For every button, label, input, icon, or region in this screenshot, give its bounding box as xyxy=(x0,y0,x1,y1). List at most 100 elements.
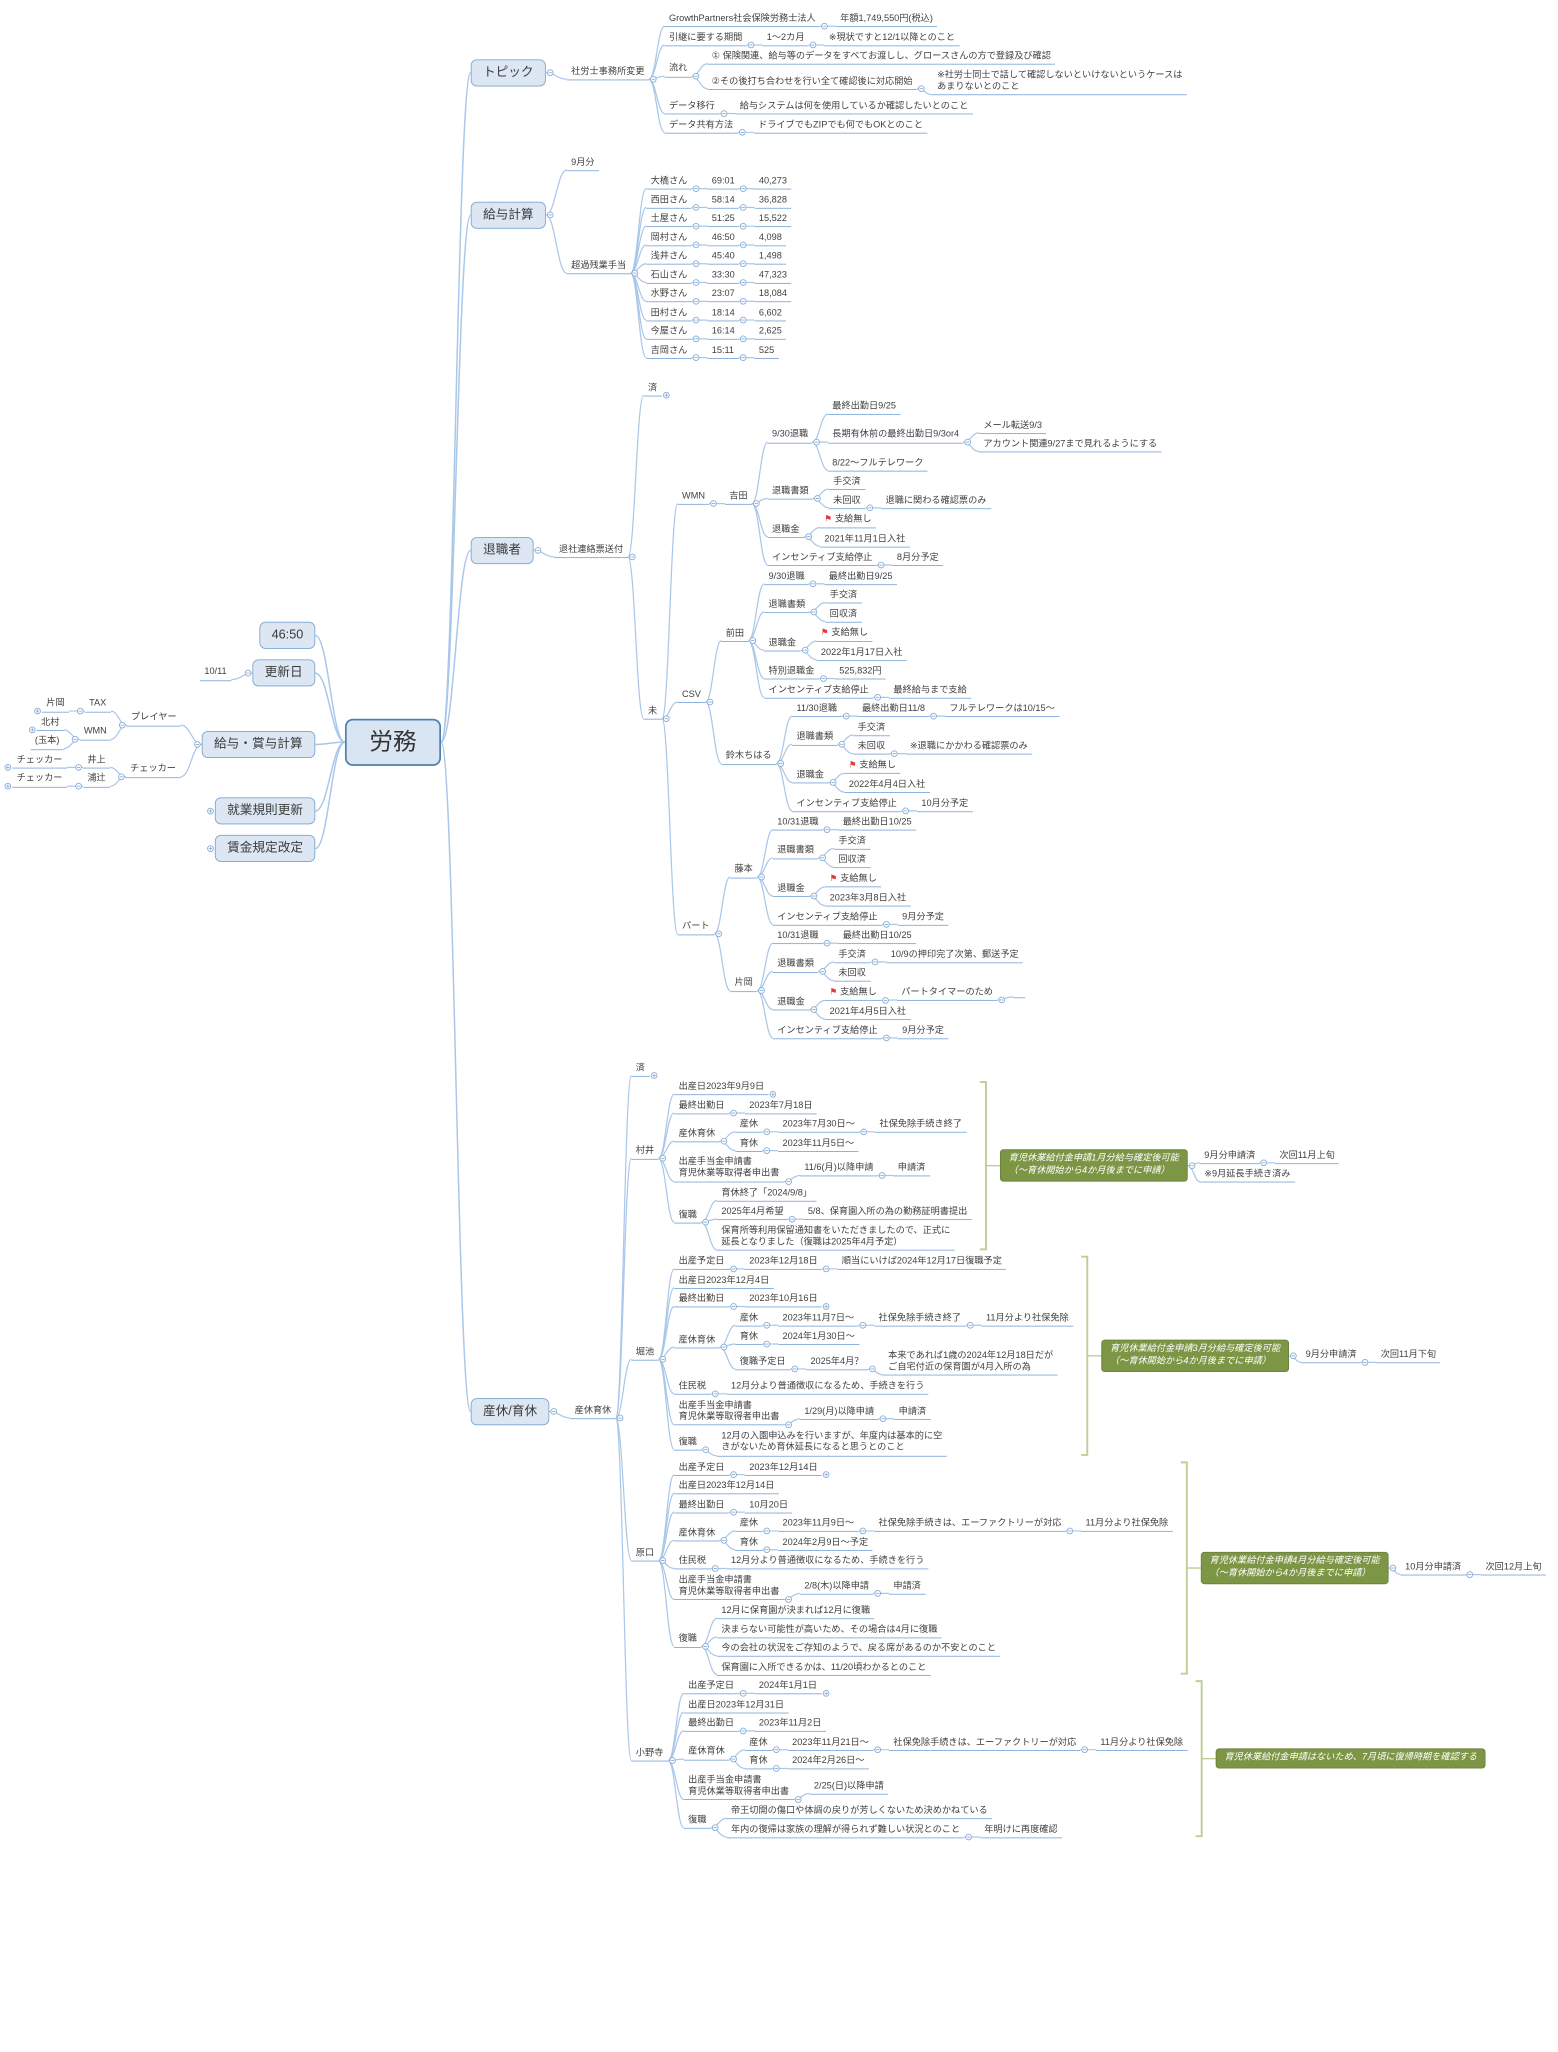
mindmap-node[interactable]: 年額1,749,550円(税込) xyxy=(835,12,938,28)
mindmap-node[interactable]: 産休育休 xyxy=(674,1333,720,1349)
summary-topic[interactable]: 育児休業給付金申請4月分給与確定後可能 （～育休開始から4か月後までに申請） xyxy=(1200,1551,1389,1584)
mindmap-node[interactable]: 社保免除手続き終了 xyxy=(875,1118,967,1134)
main-topic[interactable]: 賃金規定改定 xyxy=(214,835,316,863)
mindmap-node[interactable]: 出産手当金申請書 育児休業等取得者申出書 xyxy=(674,1399,784,1426)
mindmap-node[interactable]: 未回収 xyxy=(834,967,871,982)
mindmap-node[interactable]: 決まらない可能性が高いため、その場合は4月に復職 xyxy=(716,1623,942,1639)
mindmap-node[interactable]: 退職書類 xyxy=(772,957,819,973)
mindmap-node[interactable]: 回収済 xyxy=(834,853,871,869)
mindmap-node[interactable]: 手交済 xyxy=(828,475,866,491)
mindmap-node[interactable]: インセンティブ支給停止 xyxy=(772,1024,882,1040)
mindmap-node[interactable]: 片岡 xyxy=(41,697,69,713)
mindmap-node[interactable]: 10/31退職 xyxy=(772,816,823,831)
mindmap-node[interactable]: 2025年4月希望 xyxy=(716,1205,788,1221)
mindmap-node[interactable]: 2023年11月9日～ xyxy=(778,1517,859,1533)
mindmap-node[interactable]: 8/22～フルテレワーク xyxy=(827,456,928,472)
mindmap-node[interactable]: ⚑ 支給無し xyxy=(825,986,882,1002)
mindmap-node[interactable]: 出産手当金申請書 育児休業等取得者申出書 xyxy=(674,1573,784,1601)
mindmap-node[interactable]: 今の会社の状況をご存知のようで、戻る席があるのか不安とのこと xyxy=(716,1642,1001,1658)
mindmap-node[interactable]: 最終出勤日10/25 xyxy=(838,929,916,945)
mindmap-node[interactable]: 手交済 xyxy=(834,834,871,850)
mindmap-node[interactable]: 復職 xyxy=(674,1208,702,1224)
mindmap-node[interactable]: 12月分より普通徴収になるため、手続きを行う xyxy=(726,1380,929,1396)
mindmap-node[interactable]: 次回12月上旬 xyxy=(1481,1561,1546,1576)
mindmap-node[interactable]: 特別退職金 xyxy=(764,665,819,680)
mindmap-node[interactable]: 33:30 xyxy=(707,269,740,284)
mindmap-node[interactable]: 出産日2023年12月14日 xyxy=(674,1479,779,1495)
mindmap-node[interactable]: 退職書類 xyxy=(772,844,819,860)
mindmap-node[interactable]: 長期有休前の最終出勤日9/3or4 xyxy=(827,428,964,444)
mindmap-node[interactable]: 年明けに再度確認 xyxy=(979,1823,1062,1839)
mindmap-node[interactable]: 12月の入園申込みを行いますが、年度内は基本的に空 きがないため育休延長になると… xyxy=(716,1430,947,1457)
mindmap-node[interactable]: 回収済 xyxy=(825,607,862,623)
mindmap-node[interactable]: 2022年4月4日入社 xyxy=(844,778,930,794)
mindmap-node[interactable]: 2023年3月8日入社 xyxy=(825,892,911,907)
mindmap-node[interactable]: 出産予定日 xyxy=(674,1461,729,1476)
mindmap-node[interactable]: 土屋さん xyxy=(646,212,692,228)
mindmap-node[interactable]: 23:07 xyxy=(707,287,740,303)
main-topic[interactable]: 給与計算 xyxy=(470,201,546,229)
mindmap-node[interactable]: チェッカー xyxy=(12,753,67,769)
mindmap-node[interactable]: 16:14 xyxy=(707,325,740,341)
mindmap-node[interactable]: 最終出勤日10/25 xyxy=(838,816,916,831)
main-topic[interactable]: 就業規則更新 xyxy=(214,797,316,825)
mindmap-node[interactable]: 田村さん xyxy=(646,306,692,322)
mindmap-node[interactable]: 69:01 xyxy=(707,175,740,190)
mindmap-node[interactable]: 次回11月上旬 xyxy=(1275,1149,1340,1165)
mindmap-node[interactable]: 出産予定日 xyxy=(683,1679,739,1695)
mindmap-node[interactable]: パートタイマーのため xyxy=(896,986,998,1002)
mindmap-node[interactable]: チェッカー xyxy=(125,763,181,779)
mindmap-node[interactable]: 浅井さん xyxy=(646,250,692,265)
mindmap-node[interactable]: 2023年11月5日～ xyxy=(778,1137,859,1152)
mindmap-node[interactable]: 2024年1月30日～ xyxy=(778,1330,860,1346)
mindmap-node[interactable]: ⚑ 支給無し xyxy=(825,872,882,888)
mindmap-node[interactable]: 2/8(木)以降申請 xyxy=(799,1579,874,1595)
mindmap-node[interactable]: インセンティブ支給停止 xyxy=(764,683,874,699)
mindmap-node[interactable]: 産休 xyxy=(744,1736,773,1751)
mindmap-node[interactable]: 最終出勤日 xyxy=(674,1099,729,1115)
mindmap-node[interactable]: 小野寺 xyxy=(631,1747,668,1762)
mindmap-node[interactable]: 産休育休 xyxy=(674,1526,720,1542)
mindmap-node[interactable]: プレイヤー xyxy=(126,711,181,727)
main-topic[interactable]: 給与・賞与計算 xyxy=(201,730,315,759)
mindmap-node[interactable]: データ共有方法 xyxy=(664,118,738,134)
mindmap-node[interactable]: 産休 xyxy=(735,1118,763,1134)
mindmap-node[interactable]: 9月分予定 xyxy=(897,1024,949,1040)
mindmap-node[interactable]: 育休 xyxy=(744,1754,773,1770)
mindmap-node[interactable]: 40,273 xyxy=(754,175,792,190)
mindmap-node[interactable]: 2024年2月9日～予定 xyxy=(778,1536,873,1551)
mindmap-node[interactable]: パート xyxy=(677,920,714,936)
mindmap-node[interactable]: 出産予定日 xyxy=(674,1255,729,1271)
mindmap-node[interactable]: 1,498 xyxy=(754,250,787,265)
mindmap-node[interactable]: 流れ xyxy=(664,62,692,78)
mindmap-node[interactable]: 鈴木ちはる xyxy=(721,750,776,765)
mindmap-node[interactable]: 社保免除手続きは、エーファクトリーが対応 xyxy=(889,1736,1081,1751)
mindmap-node[interactable]: 北村 xyxy=(36,716,64,732)
mindmap-node[interactable]: 西田さん xyxy=(646,193,692,209)
summary-topic[interactable]: 育児休業給付金申請1月分給与確定後可能 （～育休開始から4か月後までに申請） xyxy=(999,1149,1188,1182)
mindmap-node[interactable]: 15:11 xyxy=(707,344,739,359)
mindmap-node[interactable]: 9/30退職 xyxy=(764,570,810,586)
mindmap-node[interactable]: 525 xyxy=(754,344,779,359)
mindmap-node[interactable]: 2023年12月18日 xyxy=(744,1255,822,1271)
mindmap-node[interactable]: 退職金 xyxy=(764,636,801,652)
main-topic[interactable]: 46:50 xyxy=(259,621,316,650)
mindmap-node[interactable]: 手交済 xyxy=(834,948,871,964)
mindmap-node[interactable]: 10/11 xyxy=(199,666,231,681)
mindmap-node[interactable]: 18:14 xyxy=(707,306,740,322)
mindmap-node[interactable]: 45:40 xyxy=(707,250,740,265)
mindmap-node[interactable]: 住民税 xyxy=(674,1555,711,1570)
mindmap-node[interactable]: 産休 xyxy=(735,1517,763,1533)
mindmap-node[interactable]: 最終給与まで支給 xyxy=(889,683,972,699)
mindmap-node[interactable]: 産休 xyxy=(735,1311,763,1327)
mindmap-node[interactable]: 給与システムは何を使用しているか確認したいとのこと xyxy=(735,100,973,115)
mindmap-node[interactable]: 退職書類 xyxy=(767,484,814,500)
mindmap-node[interactable]: 浦辻 xyxy=(82,772,111,788)
mindmap-node[interactable]: 保育園に入所できるかは、11/20頃わかるとのこと xyxy=(716,1661,931,1676)
mindmap-node[interactable]: 2023年10月16日 xyxy=(744,1293,822,1308)
mindmap-node[interactable]: 12月に保育園が決まれば12月に復職 xyxy=(716,1604,875,1620)
mindmap-node[interactable]: インセンティブ支給停止 xyxy=(792,797,902,813)
mindmap-node[interactable]: 社労士事務所変更 xyxy=(566,65,649,81)
mindmap-node[interactable]: 保育所等利用保留通知書をいただきましたので、正式に 延長となりました（復職は20… xyxy=(716,1224,955,1251)
mindmap-node[interactable]: 11月分より社保免除 xyxy=(1096,1736,1188,1751)
